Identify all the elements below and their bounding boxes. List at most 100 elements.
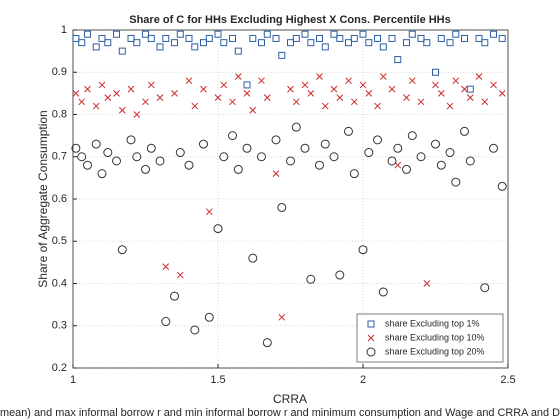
marker-square: [92, 43, 100, 51]
legend-label: share Excluding top 20%: [385, 346, 485, 356]
marker-square: [365, 39, 373, 47]
marker-square: [272, 34, 280, 42]
marker-square: [336, 34, 344, 42]
marker-circle: [277, 202, 287, 212]
marker-square: [461, 34, 468, 42]
marker-circle: [77, 152, 87, 162]
marker-circle: [141, 164, 150, 174]
legend-marker: [367, 320, 375, 328]
marker-square: [162, 34, 170, 42]
marker-x: [365, 90, 373, 97]
legend-box: [356, 313, 504, 363]
marker-circle: [228, 131, 237, 141]
axes-box: [72, 29, 509, 369]
marker-circle: [358, 245, 368, 255]
marker-circle: [190, 325, 200, 335]
marker-x: [171, 90, 178, 97]
marker-square: [316, 34, 323, 42]
marker-circle: [460, 126, 469, 136]
marker-x: [374, 102, 381, 110]
marker-circle: [436, 160, 446, 170]
marker-x: [243, 90, 251, 97]
marker-circle: [184, 160, 194, 170]
y-tick-label: 0.8: [52, 108, 67, 120]
marker-x: [147, 81, 155, 89]
marker-square: [379, 43, 387, 51]
marker-circle: [445, 148, 455, 158]
marker-circle: [103, 148, 113, 158]
marker-x: [220, 81, 228, 89]
marker-square: [147, 34, 155, 42]
marker-x: [133, 111, 141, 118]
x-tick-label: 1: [70, 374, 76, 386]
marker-x: [403, 94, 410, 101]
marker-circle: [126, 135, 136, 145]
legend-label: share Excluding top 1%: [385, 318, 480, 328]
marker-x: [234, 73, 242, 80]
marker-circle: [271, 135, 281, 145]
marker-x: [345, 77, 352, 85]
marker-x: [278, 313, 286, 321]
marker-circle: [175, 148, 185, 158]
marker-circle: [257, 152, 266, 162]
marker-circle: [480, 283, 490, 293]
y-tick-label: 0.6: [52, 193, 67, 205]
marker-circle: [242, 143, 252, 153]
marker-x: [92, 102, 100, 110]
marker-square: [423, 39, 431, 47]
x-axis-label: CRRA: [273, 392, 307, 406]
marker-x: [388, 85, 396, 93]
marker-square: [191, 43, 199, 51]
marker-circle: [489, 143, 498, 153]
marker-x: [287, 85, 294, 93]
marker-x: [229, 98, 236, 106]
marker-square: [98, 34, 106, 42]
marker-square: [185, 34, 193, 42]
marker-square: [263, 30, 271, 38]
marker-square: [205, 34, 213, 42]
marker-square: [374, 34, 381, 42]
marker-square: [243, 81, 251, 89]
marker-square: [498, 34, 506, 42]
marker-square: [229, 34, 236, 42]
marker-square: [446, 39, 454, 47]
marker-circle: [199, 139, 208, 149]
marker-circle: [170, 291, 179, 301]
marker-circle: [262, 338, 272, 348]
legend-marker: [367, 334, 375, 342]
marker-square: [220, 39, 228, 47]
marker-x: [307, 90, 315, 97]
marker-square: [490, 30, 497, 38]
marker-x: [127, 85, 135, 93]
marker-x: [437, 90, 445, 97]
y-tick-label: 0.9: [52, 66, 67, 78]
marker-x: [191, 102, 199, 110]
legend-label: share Excluding top 10%: [385, 332, 485, 342]
marker-circle: [373, 135, 382, 145]
marker-circle: [497, 181, 507, 191]
marker-square: [408, 30, 416, 38]
marker-x: [249, 106, 257, 114]
marker-circle: [91, 139, 101, 149]
marker-circle: [451, 177, 461, 187]
marker-circle: [219, 152, 229, 162]
marker-circle: [286, 156, 295, 166]
marker-x: [498, 90, 506, 97]
marker-circle: [407, 131, 417, 141]
marker-square: [200, 39, 207, 47]
marker-square: [156, 43, 164, 51]
marker-x: [466, 94, 474, 101]
marker-circle: [132, 152, 142, 162]
x-tick-label: 1.5: [210, 374, 225, 386]
marker-x: [461, 85, 468, 93]
marker-square: [234, 47, 242, 55]
marker-circle: [204, 312, 214, 322]
marker-x: [301, 81, 309, 89]
marker-x: [78, 98, 86, 106]
marker-square: [104, 39, 112, 47]
marker-circle: [213, 224, 223, 234]
marker-x: [321, 102, 329, 110]
marker-x: [118, 106, 126, 114]
marker-x: [446, 102, 454, 110]
x-tick-label: 2: [360, 374, 366, 386]
